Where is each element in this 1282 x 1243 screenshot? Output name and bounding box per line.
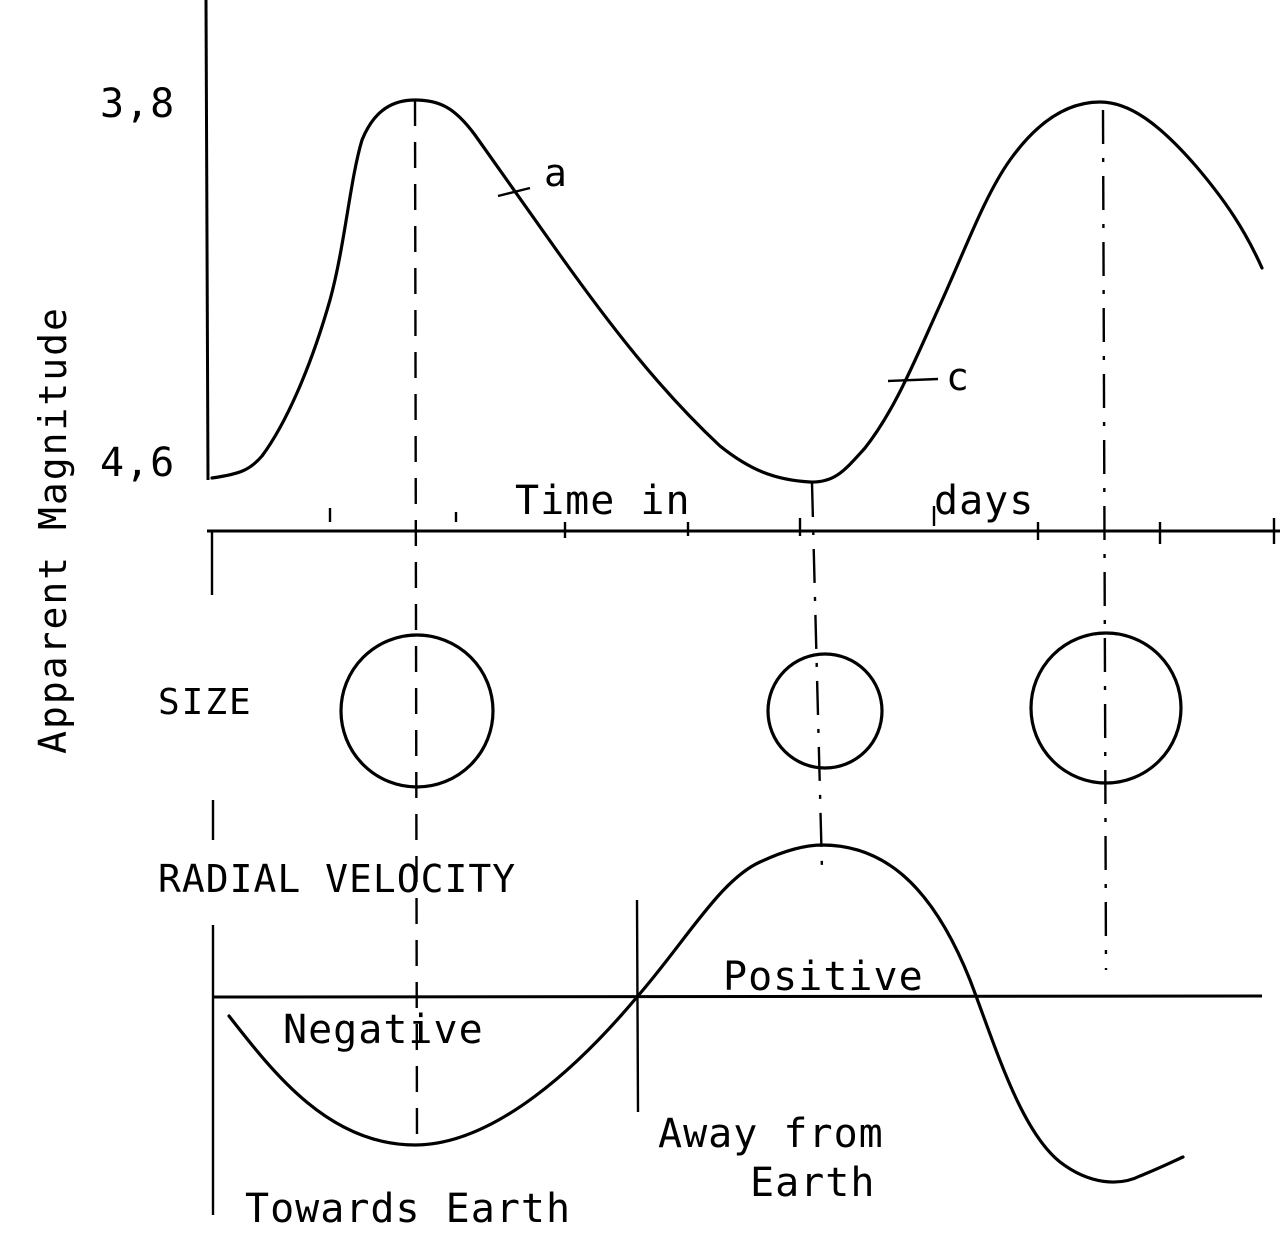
time-axis-label-part1: Time in — [515, 478, 691, 524]
y-axis-line — [204, 0, 210, 481]
size-label: SIZE — [158, 682, 253, 723]
time-axis-ticks — [328, 506, 1276, 544]
velocity-baseline — [213, 994, 1263, 999]
away-earth-label: Earth — [750, 1160, 875, 1206]
point-a-marker — [497, 186, 531, 198]
point-c-marker — [887, 377, 939, 383]
radial-velocity-curve — [227, 843, 1185, 1184]
y-axis-label: Apparent Magnitude — [31, 306, 75, 754]
point-a-label: a — [544, 151, 568, 195]
size-circle-small — [766, 652, 884, 770]
point-c-label: c — [946, 355, 970, 399]
y-axis-extension — [210, 530, 215, 1215]
size-circle-large-2 — [1029, 631, 1183, 785]
negative-label: Negative — [283, 1007, 484, 1053]
y-tick-4-6: 4,6 — [100, 440, 175, 486]
y-tick-3-8: 3,8 — [100, 81, 175, 127]
away-from-label: Away from — [658, 1111, 884, 1157]
guide-line-min — [810, 482, 824, 871]
velocity-separator — [635, 899, 640, 1113]
towards-earth-label: Towards Earth — [245, 1186, 571, 1232]
guide-line-max-1 — [413, 99, 419, 1146]
radial-velocity-label: RADIAL VELOCITY — [158, 857, 516, 901]
guide-line-max-2 — [1101, 109, 1108, 971]
positive-label: Positive — [723, 954, 924, 1000]
size-circle-large-1 — [339, 633, 495, 789]
light-curve — [210, 98, 1264, 484]
time-axis-label-part2: days — [934, 478, 1034, 524]
